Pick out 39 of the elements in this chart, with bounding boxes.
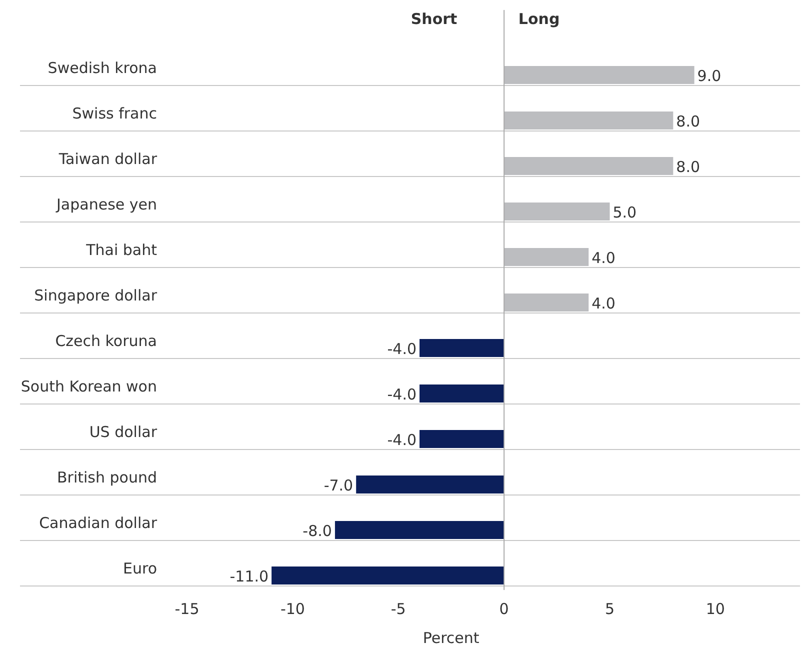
data-label: 4.0 <box>592 249 616 267</box>
y-tick-label: Thai baht <box>85 241 158 259</box>
data-label: 9.0 <box>697 67 722 85</box>
x-tick-label: -15 <box>174 600 200 618</box>
data-label: -4.0 <box>387 386 417 404</box>
y-tick-label: Czech koruna <box>55 332 157 350</box>
data-label: -7.0 <box>324 476 354 494</box>
data-label: -4.0 <box>387 431 417 449</box>
y-tick-label: Swedish krona <box>48 59 157 77</box>
y-tick-label: Euro <box>123 560 157 578</box>
data-label: 8.0 <box>676 158 700 176</box>
x-tick-label: 0 <box>499 600 509 618</box>
y-tick-label: Japanese yen <box>56 196 157 214</box>
data-label: -4.0 <box>387 340 417 358</box>
bar <box>334 521 504 539</box>
y-tick-label: South Korean won <box>20 378 157 396</box>
data-label: 8.0 <box>676 112 700 130</box>
y-tick-label: Swiss franc <box>72 104 157 122</box>
x-tick-label: 10 <box>706 600 725 618</box>
data-label: -11.0 <box>230 568 269 586</box>
x-tick-label: 5 <box>604 600 615 618</box>
y-tick-label: US dollar <box>89 423 158 441</box>
x-tick-label: -5 <box>390 600 406 618</box>
x-axis-title: Percent <box>422 629 480 647</box>
y-tick-label: Taiwan dollar <box>58 150 158 168</box>
text: Short <box>410 10 458 28</box>
y-tick-label: Singapore dollar <box>34 286 158 304</box>
bar <box>420 384 504 402</box>
bar <box>272 566 504 584</box>
bar <box>356 476 504 494</box>
x-tick-label: -10 <box>280 600 305 618</box>
y-tick-label: British pound <box>57 468 157 486</box>
bar <box>420 339 504 357</box>
data-label: -8.0 <box>302 522 332 540</box>
data-label: 4.0 <box>592 294 616 312</box>
bar <box>420 430 504 448</box>
data-label: 5.0 <box>612 204 637 222</box>
text: Long <box>518 10 560 28</box>
y-tick-label: Canadian dollar <box>39 514 158 532</box>
